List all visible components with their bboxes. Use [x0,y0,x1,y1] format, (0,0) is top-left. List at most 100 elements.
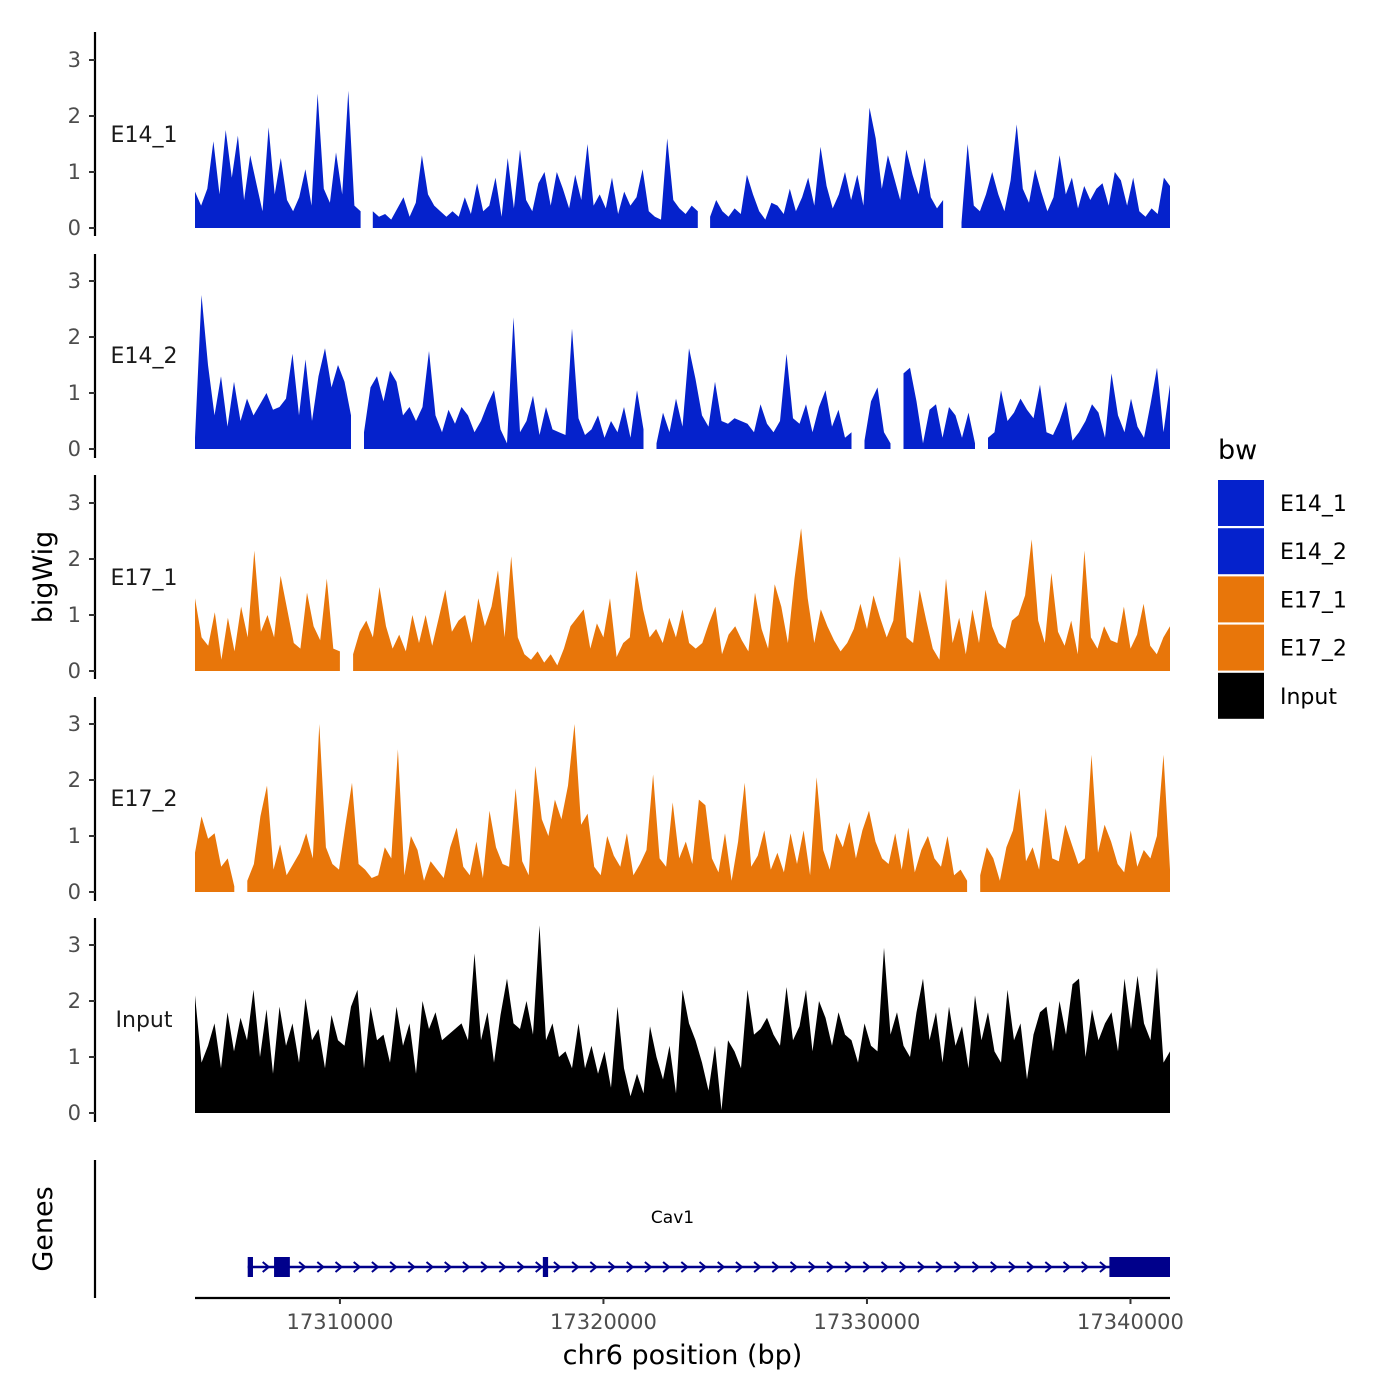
area-E17_1-segment-1 [353,528,1171,671]
strand-arrow-Cav1-27 [753,1261,762,1273]
strand-arrow-Cav1-14 [516,1261,526,1273]
strand-arrow-Cav1-8 [407,1261,416,1273]
legend-label-E17_1: E17_1 [1280,588,1347,613]
x-tick-label-17320000: 17320000 [550,1310,657,1334]
strand-arrow-Cav1-9 [425,1261,435,1273]
area-E14_1-segment-3 [961,124,1170,228]
strand-arrow-Cav1-0 [262,1261,271,1273]
y-tick-label-Input-0: 0 [68,1101,81,1125]
strand-arrow-Cav1-35 [899,1261,908,1273]
y-tick-label-E17_2-1: 1 [68,824,81,848]
area-E14_2-segment-0 [195,295,351,449]
strand-arrow-Cav1-31 [826,1261,835,1273]
exon-Cav1-2 [542,1257,549,1277]
area-E14_1-segment-1 [372,138,698,228]
legend-key-E14_2 [1218,528,1264,575]
x-tick-label-17340000: 17340000 [1077,1310,1184,1334]
area-E17_1-segment-0 [195,550,340,671]
legend-title: bw [1218,435,1257,466]
strand-arrow-Cav1-46 [1099,1261,1108,1273]
legend-label-E17_2: E17_2 [1280,637,1347,662]
strand-arrow-Cav1-39 [971,1261,981,1273]
exon-Cav1-1 [274,1257,290,1277]
y-tick-label-E14_1-2: 2 [68,104,81,128]
strand-arrow-Cav1-15 [535,1261,544,1273]
strand-arrow-Cav1-40 [990,1261,999,1273]
strand-arrow-Cav1-33 [862,1261,871,1273]
track-label-E14_2: E14_2 [111,344,178,369]
x-tick-label-17310000: 17310000 [286,1310,393,1334]
area-E14_2-segment-4 [903,367,975,449]
strand-arrow-Cav1-44 [1062,1261,1072,1273]
y-tick-label-E17_1-0: 0 [68,659,81,683]
x-tick-label-17330000: 17330000 [814,1310,921,1334]
exon-Cav1-3 [1109,1257,1170,1277]
y-tick-label-E17_1-1: 1 [68,603,81,627]
area-E17_2-segment-1 [247,724,968,892]
strand-arrow-Cav1-42 [1026,1261,1035,1273]
strand-arrow-Cav1-45 [1081,1261,1090,1273]
y-tick-label-E17_2-0: 0 [68,880,81,904]
strand-arrow-Cav1-23 [680,1261,689,1273]
y-tick-label-E17_1-3: 3 [68,491,81,515]
strand-arrow-Cav1-18 [589,1261,598,1273]
area-E14_2-segment-2 [656,348,852,449]
strand-arrow-Cav1-11 [462,1261,471,1273]
strand-arrow-Cav1-12 [480,1261,489,1273]
y-tick-label-E14_2-3: 3 [68,269,81,293]
y-tick-label-Input-3: 3 [68,933,81,957]
strand-arrow-Cav1-19 [607,1261,617,1273]
area-E14_1-segment-2 [710,107,944,228]
track-label-Input: Input [116,1008,173,1033]
track-label-E17_2: E17_2 [111,787,178,812]
legend-label-E14_1: E14_1 [1280,492,1347,517]
strand-arrow-Cav1-30 [808,1261,817,1273]
strand-arrow-Cav1-37 [935,1261,944,1273]
strand-arrow-Cav1-4 [334,1261,344,1273]
area-E14_2-segment-5 [988,367,1170,449]
strand-arrow-Cav1-7 [389,1261,398,1273]
strand-arrow-Cav1-32 [844,1261,853,1273]
strand-arrow-Cav1-16 [553,1261,562,1273]
strand-arrow-Cav1-10 [444,1261,453,1273]
strand-arrow-Cav1-21 [644,1261,653,1273]
y-tick-label-E14_1-1: 1 [68,160,81,184]
legend-key-E17_2 [1218,624,1264,671]
strand-arrow-Cav1-43 [1044,1261,1053,1273]
strand-arrow-Cav1-29 [789,1261,799,1273]
strand-arrow-Cav1-3 [316,1261,325,1273]
y-tick-label-E17_2-3: 3 [68,712,81,736]
area-E14_1-segment-0 [195,90,361,228]
gene-label-Cav1: Cav1 [651,1208,694,1228]
legend-label-Input: Input [1280,685,1337,710]
area-E14_2-segment-1 [364,317,644,449]
strand-arrow-Cav1-22 [662,1261,671,1273]
y-tick-label-Input-1: 1 [68,1045,81,1069]
strand-arrow-Cav1-28 [771,1261,780,1273]
strand-arrow-Cav1-20 [626,1261,635,1273]
legend-key-Input [1218,672,1264,719]
strand-arrow-Cav1-13 [498,1261,507,1273]
y-tick-label-E17_1-2: 2 [68,547,81,571]
strand-arrow-Cav1-26 [735,1261,744,1273]
strand-arrow-Cav1-5 [353,1261,362,1273]
track-label-E17_1: E17_1 [111,566,178,591]
strand-arrow-Cav1-38 [953,1261,962,1273]
area-E17_2-segment-0 [195,816,235,892]
legend-key-E17_1 [1218,576,1264,623]
strand-arrow-Cav1-17 [571,1261,580,1273]
strand-arrow-Cav1-6 [371,1261,380,1273]
legend-label-E14_2: E14_2 [1280,540,1347,565]
area-E14_2-segment-3 [864,387,891,449]
y-tick-label-E14_2-0: 0 [68,437,81,461]
strand-arrow-Cav1-2 [298,1261,307,1273]
area-E17_2-segment-2 [980,754,1170,892]
genes-axis-title: Genes [28,1186,59,1271]
strand-arrow-Cav1-24 [698,1261,708,1273]
y-tick-label-Input-2: 2 [68,989,81,1013]
strand-arrow-Cav1-41 [1008,1261,1017,1273]
y-tick-label-E17_2-2: 2 [68,768,81,792]
strand-arrow-Cav1-36 [917,1261,926,1273]
exon-Cav1-0 [247,1257,253,1277]
